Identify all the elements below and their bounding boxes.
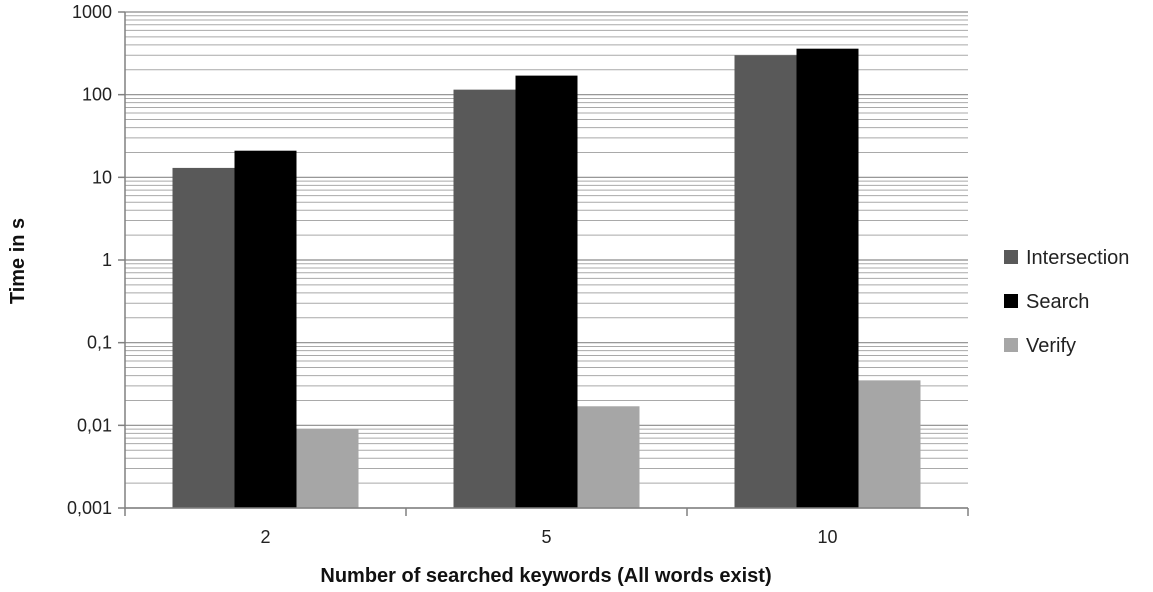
bar-intersection-5 xyxy=(453,89,516,508)
legend-swatch-verify xyxy=(1004,338,1018,352)
y-tick-label: 0,01 xyxy=(77,415,112,435)
y-tick-label: 0,1 xyxy=(87,333,112,353)
bar-intersection-10 xyxy=(734,55,797,509)
bar-search-2 xyxy=(234,150,297,508)
y-tick-label: 1000 xyxy=(72,2,112,22)
y-tick-label: 1 xyxy=(102,250,112,270)
legend-swatch-intersection xyxy=(1004,250,1018,264)
legend: Intersection Search Verify xyxy=(1004,247,1129,357)
legend-swatch-search xyxy=(1004,294,1018,308)
bar-search-10 xyxy=(796,48,859,509)
bar-verify-2 xyxy=(296,429,359,508)
bar-search-5 xyxy=(515,75,578,509)
x-axis-title: Number of searched keywords (All words e… xyxy=(320,565,771,587)
legend-label-search: Search xyxy=(1026,291,1089,313)
bar-verify-10 xyxy=(858,380,921,508)
y-tick-label: 10 xyxy=(92,167,112,187)
bars xyxy=(172,48,921,509)
x-tick-label: 5 xyxy=(541,527,551,547)
y-axis-title: Time in s xyxy=(7,218,29,304)
y-tick-label: 0,001 xyxy=(67,498,112,518)
legend-label-intersection: Intersection xyxy=(1026,247,1129,269)
x-tick-label: 2 xyxy=(260,527,270,547)
bar-verify-5 xyxy=(577,406,640,508)
y-tick-label: 100 xyxy=(82,85,112,105)
legend-label-verify: Verify xyxy=(1026,335,1076,357)
x-tick-label: 10 xyxy=(817,527,837,547)
axes xyxy=(118,11,969,516)
bar-intersection-2 xyxy=(172,167,235,509)
x-tick-labels: 2 5 10 xyxy=(260,527,837,547)
y-tick-labels: 0,001 0,01 0,1 1 10 100 1000 xyxy=(67,2,112,518)
